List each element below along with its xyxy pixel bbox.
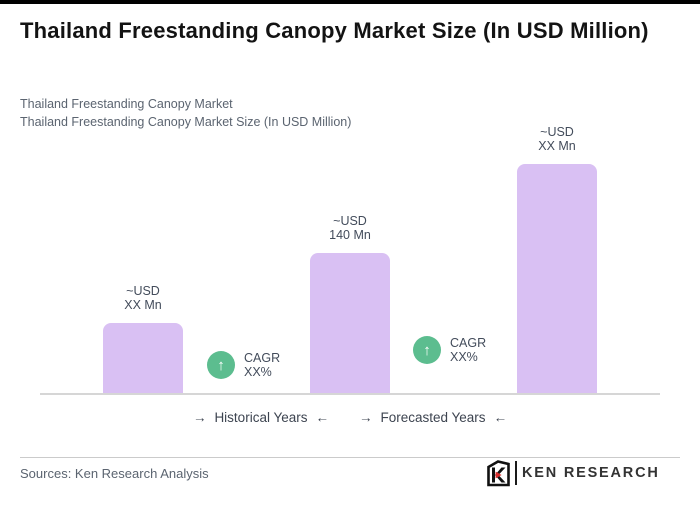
footer-divider xyxy=(20,457,680,458)
forecasted-years-group: → Forecasted Years ← xyxy=(359,410,507,426)
up-arrow-icon: ↑ xyxy=(217,356,225,374)
historical-years-group: → Historical Years ← xyxy=(193,410,329,426)
logo-wordmark: KEN RESEARCH xyxy=(522,465,660,481)
subtitle-line-1: Thailand Freestanding Canopy Market xyxy=(20,97,233,111)
cagr-badge-label: CAGR XX% xyxy=(450,336,487,364)
x-axis-period-labels: → Historical Years ← → Forecasted Years … xyxy=(40,410,660,426)
top-accent-bar xyxy=(0,0,700,4)
cagr-badge-circle: ↑ xyxy=(413,336,441,364)
historical-years-label: Historical Years xyxy=(214,410,308,425)
logo-separator xyxy=(515,461,517,485)
forecasted-years-label: Forecasted Years xyxy=(380,410,486,425)
bar-value-label: ~USD 140 Mn xyxy=(329,214,371,242)
sources-note: Sources: Ken Research Analysis xyxy=(20,466,209,481)
cagr-badge-circle: ↑ xyxy=(207,351,235,379)
left-arrow-icon: ← xyxy=(315,410,329,425)
page-title: Thailand Freestanding Canopy Market Size… xyxy=(20,18,649,43)
bar-value-label: ~USD XX Mn xyxy=(538,125,576,153)
bar-historical-start xyxy=(103,323,183,394)
ken-research-logo-icon xyxy=(487,459,510,486)
bar-forecast xyxy=(517,164,597,394)
cagr-badge-label: CAGR XX% xyxy=(244,351,281,379)
right-arrow-icon: → xyxy=(358,410,373,425)
subtitle-line-2: Thailand Freestanding Canopy Market Size… xyxy=(20,115,352,129)
bar-value-label: ~USD XX Mn xyxy=(124,284,162,312)
ken-research-logo: KEN RESEARCH xyxy=(487,459,660,487)
x-axis-baseline xyxy=(40,393,660,395)
chart-subtitle: Thailand Freestanding Canopy Market Thai… xyxy=(20,95,640,131)
up-arrow-icon: ↑ xyxy=(423,341,431,359)
left-arrow-icon: ← xyxy=(493,410,508,425)
bar-historical-end xyxy=(310,253,390,394)
right-arrow-icon: → xyxy=(192,410,207,425)
